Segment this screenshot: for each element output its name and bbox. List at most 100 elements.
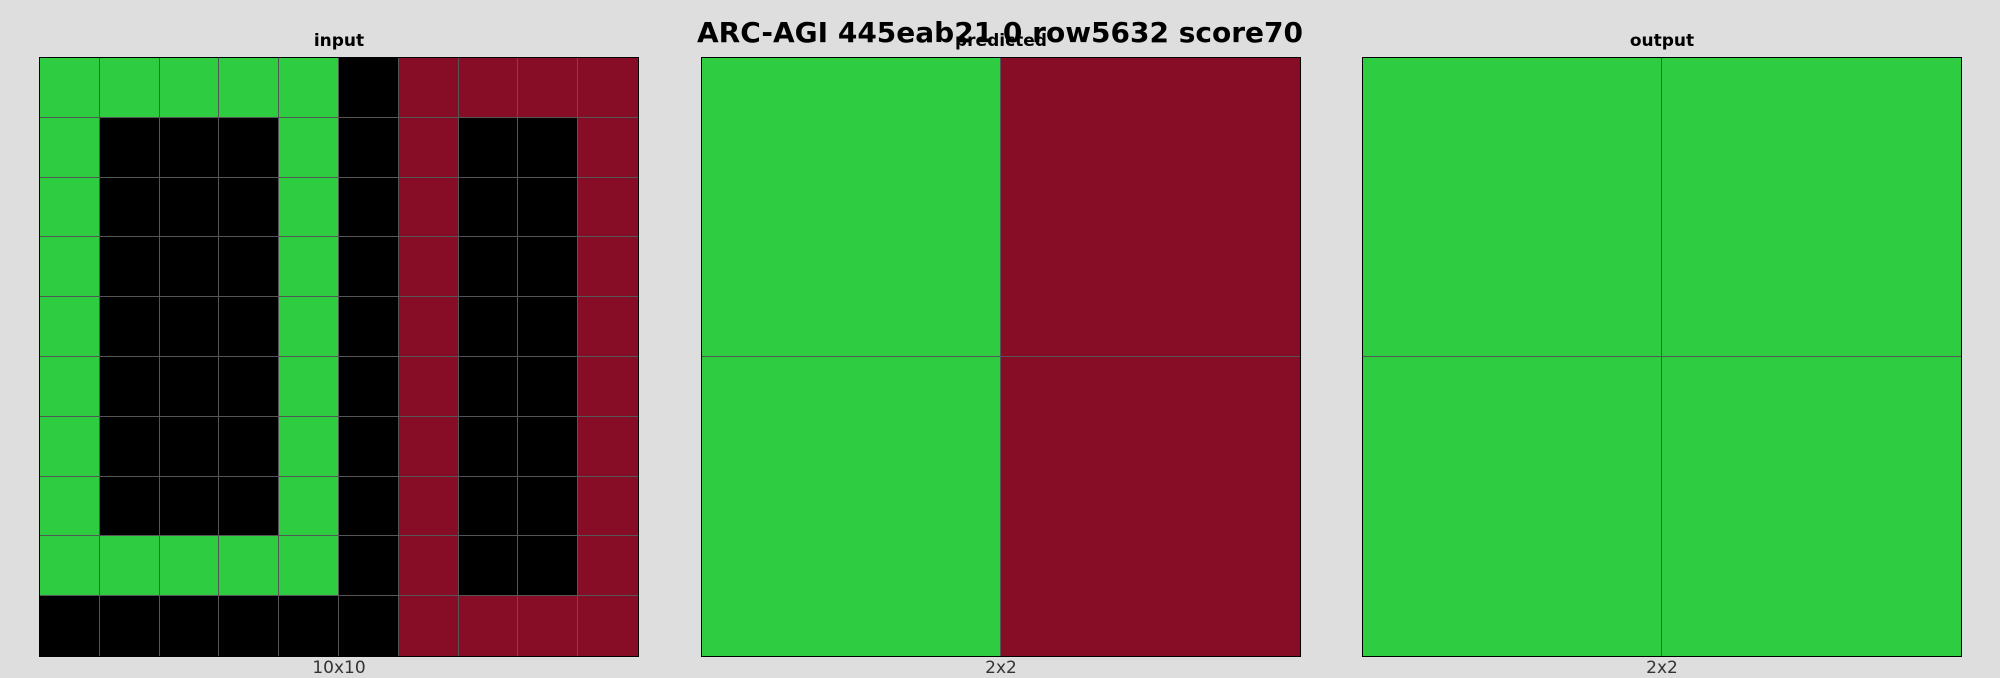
grid-cell <box>338 596 399 656</box>
grid-cell <box>99 237 160 298</box>
grid-cell <box>40 476 100 537</box>
grid-cell <box>159 416 220 477</box>
predicted-panel: predicted 2x2 <box>701 0 1301 677</box>
grid-cell <box>159 536 220 597</box>
grid-cell <box>338 237 399 298</box>
grid-cell <box>338 416 399 477</box>
grid-cell <box>518 297 579 357</box>
grid-cell <box>338 177 399 238</box>
grid-cell <box>40 416 100 477</box>
grid-cell <box>578 58 638 118</box>
grid-cell <box>458 117 519 178</box>
grid-cell <box>398 58 459 118</box>
grid-cell <box>159 476 220 537</box>
grid-cell <box>99 177 160 238</box>
grid-cell <box>219 596 280 656</box>
grid-cell <box>458 416 519 477</box>
grid-cell <box>578 117 638 178</box>
grid-cell <box>40 237 100 298</box>
grid-cell <box>159 297 220 357</box>
input-grid <box>39 57 639 657</box>
grid-cell <box>279 58 339 118</box>
grid-cell <box>99 596 160 656</box>
grid-cell <box>398 356 459 417</box>
output-panel: output 2x2 <box>1362 0 1962 677</box>
grid-cell <box>219 237 280 298</box>
grid-cell <box>518 117 579 178</box>
grid-cell <box>398 117 459 178</box>
grid-cell <box>159 58 220 118</box>
grid-cell <box>1001 58 1300 357</box>
grid-cell <box>458 356 519 417</box>
grid-cell <box>279 536 339 597</box>
grid-cell <box>1363 357 1662 656</box>
grid-cell <box>99 416 160 477</box>
grid-cell <box>159 117 220 178</box>
grid-cell <box>40 356 100 417</box>
grid-cell <box>99 58 160 118</box>
predicted-grid-size: 2x2 <box>985 658 1017 678</box>
grid-cell <box>398 177 459 238</box>
input-panel: input 10x10 <box>39 0 639 677</box>
input-grid-size: 10x10 <box>312 658 366 678</box>
predicted-grid <box>701 57 1301 657</box>
grid-cell <box>578 536 638 597</box>
grid-cell <box>338 58 399 118</box>
grid-cell <box>159 596 220 656</box>
grid-cell <box>578 596 638 656</box>
grid-cell <box>578 297 638 357</box>
grid-cell <box>518 237 579 298</box>
grid-cell <box>338 536 399 597</box>
grid-cell <box>40 117 100 178</box>
grid-cell <box>159 237 220 298</box>
grid-cell <box>398 536 459 597</box>
grid-cell <box>99 356 160 417</box>
grid-cell <box>219 536 280 597</box>
grid-cell <box>338 356 399 417</box>
grid-cell <box>1001 357 1300 656</box>
grid-cell <box>458 177 519 238</box>
grid-cell <box>159 177 220 238</box>
grid-cell <box>219 117 280 178</box>
predicted-panel-title: predicted <box>955 31 1047 51</box>
grid-cell <box>40 58 100 118</box>
grid-cell <box>578 356 638 417</box>
grid-cell <box>99 536 160 597</box>
grid-cell <box>578 237 638 298</box>
grid-cell <box>578 416 638 477</box>
grid-cell <box>1363 58 1662 357</box>
grid-cell <box>518 416 579 477</box>
grid-cell <box>578 476 638 537</box>
grid-cell <box>1662 357 1961 656</box>
grid-cell <box>398 416 459 477</box>
input-panel-title: input <box>313 31 365 51</box>
grid-cell <box>219 297 280 357</box>
grid-cell <box>338 476 399 537</box>
grid-cell <box>702 58 1001 357</box>
grid-cell <box>702 357 1001 656</box>
grid-cell <box>279 237 339 298</box>
grid-cell <box>40 297 100 357</box>
grid-cell <box>458 237 519 298</box>
output-grid <box>1362 57 1962 657</box>
grid-cell <box>99 297 160 357</box>
grid-cell <box>398 476 459 537</box>
grid-cell <box>279 476 339 537</box>
grid-cell <box>40 177 100 238</box>
grid-cell <box>518 536 579 597</box>
grid-cell <box>518 177 579 238</box>
output-grid-size: 2x2 <box>1646 658 1678 678</box>
grid-cell <box>40 596 100 656</box>
grid-cell <box>99 476 160 537</box>
figure-title: ARC-AGI 445eab21 0 row5632 score70 <box>696 16 1304 49</box>
grid-cell <box>279 356 339 417</box>
grid-cell <box>458 58 519 118</box>
grid-cell <box>40 536 100 597</box>
grid-cell <box>338 297 399 357</box>
grid-cell <box>578 177 638 238</box>
grid-cell <box>518 356 579 417</box>
grid-cell <box>458 536 519 597</box>
grid-cell <box>219 177 280 238</box>
grid-cell <box>458 596 519 656</box>
grid-cell <box>279 177 339 238</box>
